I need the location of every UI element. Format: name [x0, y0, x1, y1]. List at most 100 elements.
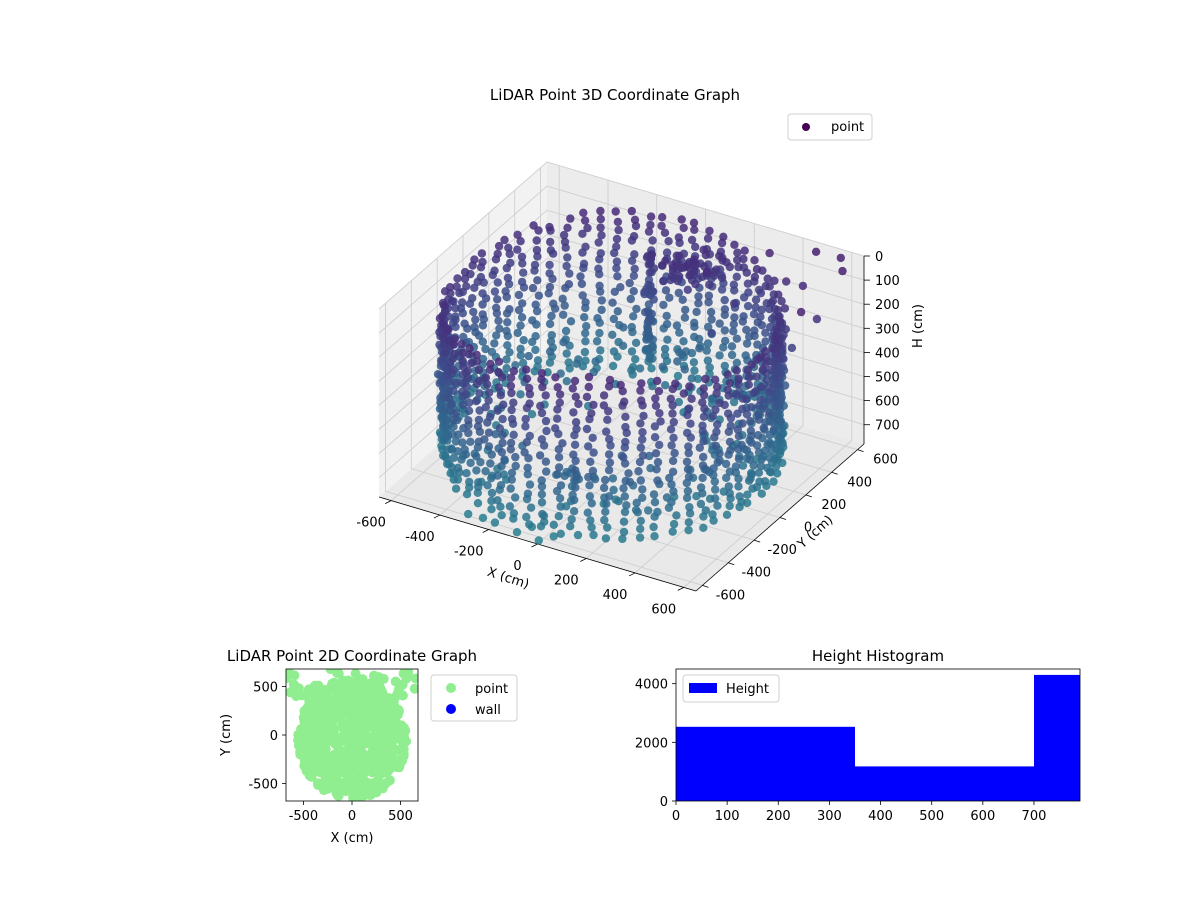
data-point — [644, 260, 653, 269]
data-point — [719, 343, 728, 352]
data-point — [451, 304, 460, 313]
data-point — [774, 290, 783, 299]
data-point — [763, 463, 772, 473]
data-point — [502, 364, 511, 373]
data-point — [562, 377, 571, 386]
data-point — [494, 316, 503, 325]
data-point — [516, 237, 525, 246]
histogram-bar — [1034, 674, 1080, 801]
data-point — [622, 501, 631, 510]
data-point — [490, 339, 499, 348]
legend-label: point — [831, 120, 864, 135]
data-point — [324, 697, 335, 708]
data-point — [680, 365, 689, 374]
data-point — [619, 323, 628, 332]
data-point — [742, 339, 752, 348]
data-point — [657, 261, 667, 270]
x-tick-label: 200 — [554, 573, 579, 588]
data-point — [567, 515, 576, 524]
data-point — [553, 414, 562, 423]
data-point — [601, 475, 610, 485]
data-point — [597, 231, 606, 240]
data-point — [462, 382, 471, 391]
data-point — [582, 322, 591, 331]
data-point — [683, 410, 692, 420]
data-point — [682, 457, 692, 466]
data-point — [528, 316, 537, 325]
y-tick-mark — [779, 517, 787, 520]
data-point — [525, 399, 534, 408]
data-point — [604, 407, 613, 416]
data-point — [777, 297, 786, 306]
data-point — [601, 507, 610, 516]
data-point — [496, 391, 505, 400]
data-point — [684, 448, 693, 458]
data-point — [487, 347, 497, 357]
data-point — [627, 347, 637, 356]
data-point — [491, 430, 500, 439]
data-point — [720, 326, 729, 335]
data-point — [478, 257, 487, 267]
data-point — [749, 388, 758, 398]
data-point — [496, 502, 505, 511]
data-point — [712, 389, 721, 398]
data-point — [447, 444, 456, 453]
data-point — [571, 483, 580, 492]
data-point — [301, 753, 312, 764]
data-point — [698, 421, 707, 430]
data-point — [584, 382, 593, 392]
data-point — [782, 277, 791, 286]
data-point — [502, 355, 511, 364]
data-point — [344, 709, 354, 719]
data-point — [653, 458, 663, 467]
data-point — [646, 281, 655, 290]
data-point — [537, 490, 547, 499]
x-tick-mark — [531, 543, 538, 548]
data-point — [594, 238, 603, 247]
data-point — [796, 307, 806, 317]
data-point — [381, 767, 392, 778]
data-point — [669, 519, 679, 529]
data-point — [365, 758, 376, 769]
data-point — [503, 273, 513, 283]
data-point — [476, 458, 485, 467]
data-point — [533, 356, 543, 365]
data-point — [483, 481, 492, 490]
data-point — [576, 272, 585, 281]
data-point — [678, 350, 687, 359]
data-point — [681, 305, 690, 315]
data-point — [506, 484, 515, 493]
data-point — [724, 482, 733, 491]
data-point — [761, 337, 770, 346]
data-point — [440, 287, 450, 296]
data-point — [643, 325, 653, 334]
data-point — [649, 522, 658, 532]
legend-marker — [802, 123, 810, 131]
legend-label: Height — [726, 682, 769, 697]
data-point — [521, 414, 530, 424]
data-point — [474, 365, 483, 374]
data-point — [755, 477, 764, 486]
data-point — [450, 334, 459, 344]
data-point — [690, 366, 699, 375]
data-point — [610, 287, 619, 296]
data-point — [558, 294, 567, 303]
data-point — [627, 206, 636, 216]
y-tick-mark — [831, 471, 838, 475]
data-point — [560, 301, 569, 310]
data-point — [699, 523, 708, 532]
y-tick-mark — [754, 539, 761, 543]
data-point — [497, 462, 506, 471]
data-point — [627, 256, 637, 265]
data-point — [700, 404, 709, 413]
data-point — [318, 709, 329, 720]
data-point — [537, 435, 547, 444]
data-point — [462, 490, 472, 499]
data-point — [653, 376, 662, 386]
data-point — [651, 401, 661, 410]
data-point — [712, 382, 722, 391]
data-point — [636, 516, 645, 526]
data-point — [452, 282, 461, 291]
data-point — [713, 501, 722, 510]
data-point — [442, 415, 451, 425]
